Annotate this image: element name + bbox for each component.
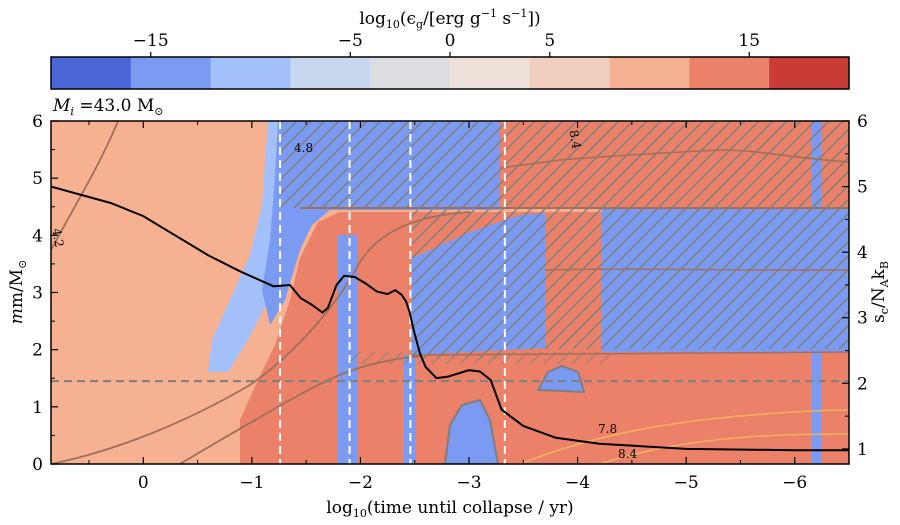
contour-label-4: 8.4: [618, 447, 637, 461]
y-axis-right-label: sc/NAkB: [869, 261, 891, 323]
x-axis-label: log10(time until collapse / yr): [326, 498, 573, 520]
colorbar-cell: [370, 57, 451, 89]
colorbar-tick-label: −15: [133, 31, 169, 51]
contour-line-6: [499, 149, 849, 169]
colorbar-tick-label: 15: [738, 31, 760, 51]
y-left-tick-label: 5: [32, 169, 43, 189]
colorbar-ticks: −15 −5 0 5 15: [133, 31, 760, 57]
y-left-tick-label: 0: [32, 455, 43, 475]
colorbar-cell: [51, 57, 132, 89]
vertical-markers: [279, 121, 506, 464]
colorbar-cells: [51, 57, 850, 89]
y-right-tick-label: 4: [857, 243, 868, 263]
colorbar-tick-label: 5: [544, 31, 555, 51]
x-tick-label: −5: [674, 473, 699, 493]
contour-label-2: 4.8: [294, 141, 313, 155]
colorbar-tick-label: 0: [445, 31, 456, 51]
blob-blue-1: [443, 398, 500, 464]
contour-line-2: [51, 211, 471, 464]
colorbar: log10(ϵg/[erg g−1 s−1]) −15 −5 0 5 15: [50, 7, 850, 90]
contour-label-3: 7.8: [598, 422, 617, 436]
hatch-region-2: [412, 210, 502, 358]
colorbar-frame: [50, 56, 850, 90]
y-right-tick-label: 2: [857, 374, 868, 394]
y-axis-left-label: mm/M⊙: [7, 260, 29, 325]
contour-label-1: 4.2: [49, 227, 66, 248]
contour-line-3: [179, 355, 421, 464]
colorbar-cell: [210, 57, 291, 89]
contour-label-5: 8.4: [566, 129, 583, 151]
initial-mass-label: Mi =43.0 M⊙: [52, 96, 163, 118]
y-right-tick-label: 5: [857, 178, 868, 198]
y-left-tick-label: 2: [32, 341, 43, 361]
boundary-line-2: [411, 351, 849, 356]
central-entropy-line: [51, 185, 849, 452]
x-tick-label: −4: [565, 473, 590, 493]
y-right-tick-label: 1: [857, 440, 868, 460]
contour-line-5: [599, 433, 849, 464]
contour-line-7: [544, 268, 849, 271]
contour-line-4: [519, 409, 849, 464]
colorbar-cell: [290, 57, 371, 89]
hatch-region-3: [502, 121, 849, 349]
hatch-region-1: [280, 121, 502, 208]
x-tick-label: 0: [138, 473, 149, 493]
y-left-tick-label: 6: [32, 112, 43, 132]
y-axis-left-ticks: 0 1 2 3 4 5 6: [32, 112, 58, 475]
blob-blue-2: [536, 364, 586, 394]
y-right-tick-label: 3: [857, 309, 868, 329]
colorbar-cell: [450, 57, 531, 89]
colorbar-cell: [130, 57, 212, 89]
y-left-tick-label: 3: [32, 284, 43, 304]
y-left-tick-label: 1: [32, 398, 43, 418]
colorbar-label: log10(ϵg/[erg g−1 s−1]): [359, 7, 540, 31]
y-right-tick-label: 6: [857, 112, 868, 132]
x-axis-ticks: 0 −1 −2 −3 −4 −5 −6: [88, 121, 850, 493]
colorbar-cell: [689, 57, 770, 89]
contour-line-1: [51, 121, 119, 251]
colorbar-cell: [609, 57, 690, 89]
x-tick-label: −6: [782, 473, 807, 493]
x-tick-label: −2: [348, 473, 373, 493]
colorbar-cell: [529, 57, 611, 89]
x-tick-label: −1: [239, 473, 264, 493]
colorbar-cell: [769, 57, 850, 89]
plot-area: 4.2 4.8 7.8 8.4 8.4: [49, 121, 849, 464]
strip-blue-1: [338, 235, 358, 464]
colorbar-tick-label: −5: [338, 31, 363, 51]
y-left-tick-label: 4: [32, 226, 43, 246]
x-tick-label: −3: [456, 473, 481, 493]
y-axis-right-ticks: 1 2 3 4 5 6: [842, 112, 868, 460]
